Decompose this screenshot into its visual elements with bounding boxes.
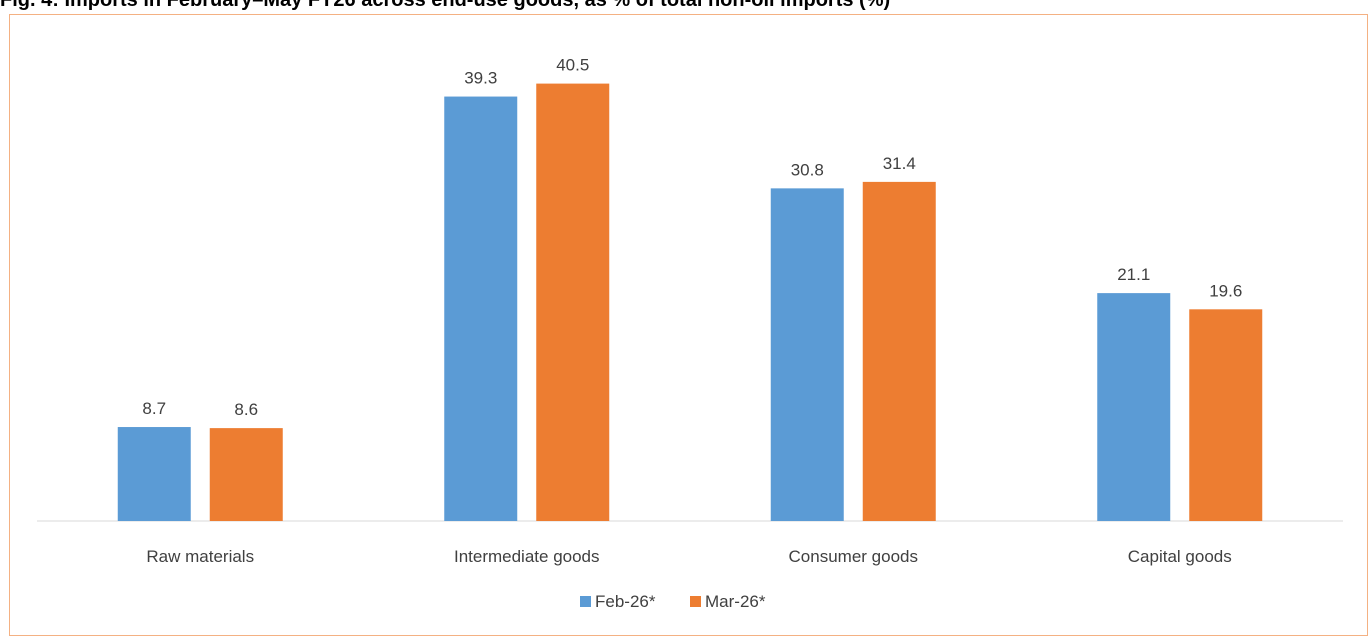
chart-frame bbox=[9, 14, 1368, 636]
category-label: Consumer goods bbox=[789, 547, 918, 566]
bar-feb26-consumer-goods bbox=[770, 188, 844, 522]
data-label: 30.8 bbox=[791, 160, 824, 179]
chart-title-strip: Fig. 4: Imports in February–May FY26 acr… bbox=[0, 0, 1370, 14]
bar-feb26-intermediate-goods bbox=[444, 96, 518, 521]
category-label: Capital goods bbox=[1128, 547, 1232, 566]
data-label: 21.1 bbox=[1117, 265, 1150, 284]
bar-mar26-capital-goods bbox=[1189, 309, 1263, 521]
data-label: 39.3 bbox=[464, 69, 497, 88]
bar-mar26-consumer-goods bbox=[862, 181, 936, 521]
bar-feb26-raw-materials bbox=[117, 427, 191, 521]
bar-mar26-raw-materials bbox=[209, 428, 283, 521]
bar-mar26-intermediate-goods bbox=[536, 83, 610, 521]
data-label: 40.5 bbox=[556, 56, 589, 75]
data-label: 8.7 bbox=[142, 399, 166, 418]
data-label: 8.6 bbox=[234, 400, 258, 419]
legend-swatch-mar26 bbox=[690, 596, 701, 607]
data-label: 31.4 bbox=[883, 154, 916, 173]
chart-title: Fig. 4: Imports in February–May FY26 acr… bbox=[0, 0, 891, 11]
legend-swatch-feb26 bbox=[580, 596, 591, 607]
category-label: Raw materials bbox=[146, 547, 254, 566]
legend-label: Feb-26* bbox=[595, 592, 656, 611]
data-label: 19.6 bbox=[1209, 281, 1242, 300]
category-label: Intermediate goods bbox=[454, 547, 600, 566]
legend-label: Mar-26* bbox=[705, 592, 766, 611]
bar-feb26-capital-goods bbox=[1097, 293, 1171, 521]
